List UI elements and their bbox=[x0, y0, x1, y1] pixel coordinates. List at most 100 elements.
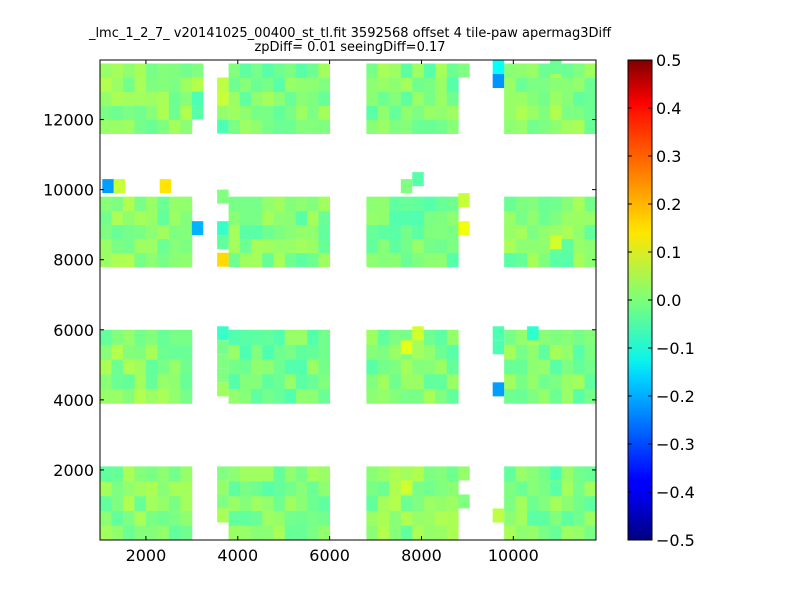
heatmap-cell bbox=[366, 63, 379, 78]
heatmap-cell bbox=[515, 224, 528, 240]
colorbar-tick-label: −0.3 bbox=[656, 435, 695, 454]
heatmap-cell bbox=[400, 359, 413, 375]
heatmap-cell bbox=[228, 224, 241, 240]
heatmap-cell bbox=[168, 105, 181, 120]
heatmap-cell bbox=[366, 119, 379, 134]
heatmap-cell bbox=[180, 119, 193, 134]
heatmap-cell bbox=[377, 359, 390, 375]
heatmap-cell bbox=[111, 495, 124, 511]
heatmap-cell bbox=[389, 119, 402, 134]
heatmap-cell bbox=[423, 495, 436, 511]
heatmap-cell bbox=[423, 359, 436, 375]
heatmap-cell bbox=[527, 252, 539, 268]
heatmap-cell bbox=[504, 388, 517, 404]
heatmap-cell bbox=[191, 105, 204, 120]
heatmap-cell bbox=[446, 63, 459, 78]
heatmap-cell bbox=[157, 77, 170, 92]
heatmap-cell bbox=[273, 196, 286, 212]
heatmap-cell bbox=[180, 196, 193, 212]
heatmap-cell bbox=[400, 196, 413, 212]
heatmap-cell bbox=[307, 63, 319, 78]
heatmap-cell bbox=[122, 466, 135, 482]
heatmap-cell bbox=[504, 119, 517, 134]
heatmap-cell bbox=[134, 196, 147, 212]
heatmap-cell bbox=[366, 210, 379, 226]
heatmap-cell bbox=[262, 196, 274, 212]
heatmap-cell bbox=[217, 494, 229, 509]
heatmap-cell bbox=[111, 481, 124, 497]
heatmap-cell bbox=[111, 359, 124, 375]
heatmap-cell bbox=[550, 466, 562, 481]
heatmap-cell bbox=[262, 252, 274, 268]
heatmap-cell bbox=[102, 179, 114, 194]
heatmap-cell bbox=[295, 119, 308, 134]
heatmap-cell bbox=[180, 495, 193, 511]
heatmap-cells bbox=[100, 60, 597, 541]
heatmap-cell bbox=[134, 466, 147, 482]
heatmap-cell bbox=[377, 510, 390, 526]
heatmap-cell bbox=[550, 105, 562, 120]
heatmap-cell bbox=[145, 91, 158, 106]
heatmap-cell bbox=[412, 105, 425, 120]
heatmap-cell bbox=[446, 510, 459, 526]
heatmap-cell bbox=[538, 210, 551, 226]
heatmap-cell bbox=[561, 373, 574, 390]
heatmap-cell bbox=[584, 105, 597, 120]
heatmap-cell bbox=[538, 373, 551, 390]
heatmap-cell bbox=[168, 525, 181, 541]
heatmap-cell bbox=[446, 466, 459, 482]
heatmap-cell bbox=[134, 495, 147, 511]
heatmap-cell bbox=[435, 466, 448, 482]
heatmap-cell bbox=[377, 63, 390, 78]
heatmap-cell bbox=[377, 91, 390, 106]
heatmap-cell bbox=[157, 210, 170, 226]
heatmap-cell bbox=[111, 525, 124, 541]
heatmap-cell bbox=[191, 221, 204, 236]
heatmap-cell bbox=[145, 388, 158, 404]
heatmap-cell bbox=[168, 359, 181, 375]
heatmap-cell bbox=[527, 63, 539, 78]
heatmap-cell bbox=[307, 373, 319, 390]
heatmap-cell bbox=[423, 388, 436, 404]
heatmap-cell bbox=[100, 388, 112, 404]
x-axis: 2000 4000 6000 8000 10000 bbox=[126, 60, 539, 565]
heatmap-cell bbox=[111, 344, 124, 360]
heatmap-cell bbox=[239, 359, 252, 375]
heatmap-cell bbox=[217, 326, 229, 341]
heatmap-cell bbox=[318, 373, 331, 390]
heatmap-cell bbox=[295, 238, 308, 254]
heatmap-cell bbox=[550, 224, 562, 240]
heatmap-cell bbox=[573, 359, 585, 375]
heatmap-cell bbox=[527, 224, 539, 240]
heatmap-cell bbox=[180, 210, 193, 226]
heatmap-cell bbox=[111, 466, 124, 482]
heatmap-cell bbox=[122, 359, 135, 375]
heatmap-cell bbox=[400, 525, 413, 541]
heatmap-cell bbox=[435, 63, 448, 78]
heatmap-cell bbox=[504, 91, 517, 106]
heatmap-cell bbox=[307, 119, 319, 134]
heatmap-cell bbox=[168, 388, 181, 404]
heatmap-cell bbox=[307, 359, 319, 375]
heatmap-cell bbox=[307, 495, 319, 511]
heatmap-cell bbox=[366, 196, 379, 212]
heatmap-cell bbox=[262, 344, 274, 360]
heatmap-cell bbox=[423, 105, 436, 120]
heatmap-cell bbox=[273, 359, 286, 375]
heatmap-cell bbox=[446, 224, 459, 240]
heatmap-cell bbox=[145, 510, 158, 526]
heatmap-cell bbox=[573, 77, 585, 92]
heatmap-cell bbox=[262, 63, 274, 78]
heatmap-cell bbox=[157, 119, 170, 134]
heatmap-cell bbox=[412, 373, 425, 390]
heatmap-cell bbox=[122, 77, 135, 92]
heatmap-cell bbox=[251, 238, 263, 254]
heatmap-cell bbox=[273, 210, 286, 226]
heatmap-cell bbox=[251, 252, 263, 268]
heatmap-cell bbox=[492, 340, 505, 355]
heatmap-cell bbox=[377, 196, 390, 212]
heatmap-cell bbox=[228, 63, 241, 78]
heatmap-cell bbox=[446, 481, 459, 497]
heatmap-cell bbox=[423, 510, 436, 526]
